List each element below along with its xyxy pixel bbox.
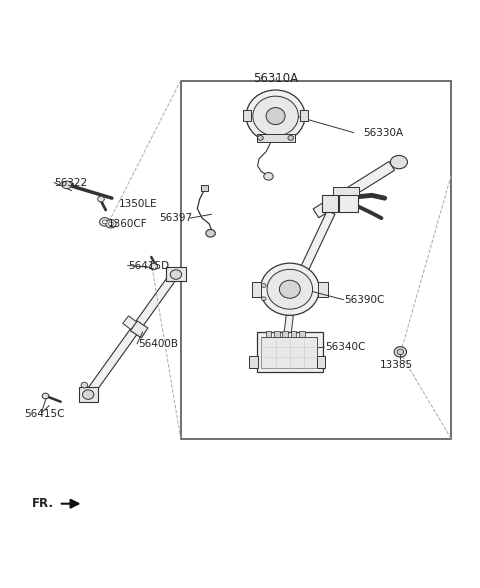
Bar <box>333 187 359 195</box>
Ellipse shape <box>261 297 266 300</box>
Ellipse shape <box>99 218 110 226</box>
Bar <box>257 332 323 372</box>
Bar <box>274 331 280 337</box>
Ellipse shape <box>246 90 305 142</box>
Ellipse shape <box>81 382 88 388</box>
Ellipse shape <box>394 347 407 357</box>
Polygon shape <box>313 162 395 218</box>
Ellipse shape <box>397 349 404 355</box>
Ellipse shape <box>206 229 216 237</box>
Text: 56400B: 56400B <box>138 339 178 349</box>
Bar <box>318 282 328 297</box>
Text: 56340C: 56340C <box>325 342 366 352</box>
Bar <box>79 387 97 402</box>
Ellipse shape <box>261 263 319 315</box>
Ellipse shape <box>150 263 157 270</box>
Ellipse shape <box>42 393 49 399</box>
Text: 1350LE: 1350LE <box>119 199 157 209</box>
Ellipse shape <box>279 280 300 298</box>
Bar <box>250 356 258 368</box>
Ellipse shape <box>264 172 273 180</box>
Polygon shape <box>296 211 335 282</box>
Text: 1360CF: 1360CF <box>108 219 148 229</box>
Bar <box>290 331 296 337</box>
Bar <box>201 185 208 191</box>
Bar <box>261 337 317 368</box>
Ellipse shape <box>108 222 113 226</box>
Bar <box>166 268 186 280</box>
Bar <box>243 111 251 121</box>
Polygon shape <box>88 273 177 392</box>
Ellipse shape <box>390 155 408 169</box>
Bar <box>300 111 308 121</box>
Text: 13385: 13385 <box>380 360 413 370</box>
Ellipse shape <box>106 219 116 228</box>
Text: 56322: 56322 <box>54 178 87 188</box>
Bar <box>299 331 304 337</box>
Bar <box>317 356 325 368</box>
Bar <box>257 133 295 142</box>
Ellipse shape <box>62 181 72 189</box>
Ellipse shape <box>258 136 263 141</box>
Ellipse shape <box>266 108 285 125</box>
Bar <box>282 331 288 337</box>
Ellipse shape <box>102 220 107 224</box>
Bar <box>339 195 358 212</box>
Ellipse shape <box>267 269 312 309</box>
Ellipse shape <box>170 270 181 279</box>
Ellipse shape <box>83 390 94 399</box>
Text: 56415D: 56415D <box>129 260 169 270</box>
Bar <box>252 282 261 297</box>
Ellipse shape <box>261 283 266 288</box>
Text: 56415C: 56415C <box>24 409 65 419</box>
Bar <box>265 331 271 337</box>
Text: 56397: 56397 <box>159 213 192 223</box>
Polygon shape <box>123 316 137 329</box>
Ellipse shape <box>97 196 104 202</box>
Text: 56390C: 56390C <box>344 295 385 305</box>
Bar <box>180 81 451 439</box>
Bar <box>322 195 338 212</box>
Ellipse shape <box>253 96 299 136</box>
Polygon shape <box>284 315 293 335</box>
Text: 56310A: 56310A <box>253 72 298 85</box>
Text: 56330A: 56330A <box>363 128 404 138</box>
Ellipse shape <box>288 136 294 141</box>
Text: FR.: FR. <box>32 497 54 510</box>
Polygon shape <box>131 321 148 338</box>
